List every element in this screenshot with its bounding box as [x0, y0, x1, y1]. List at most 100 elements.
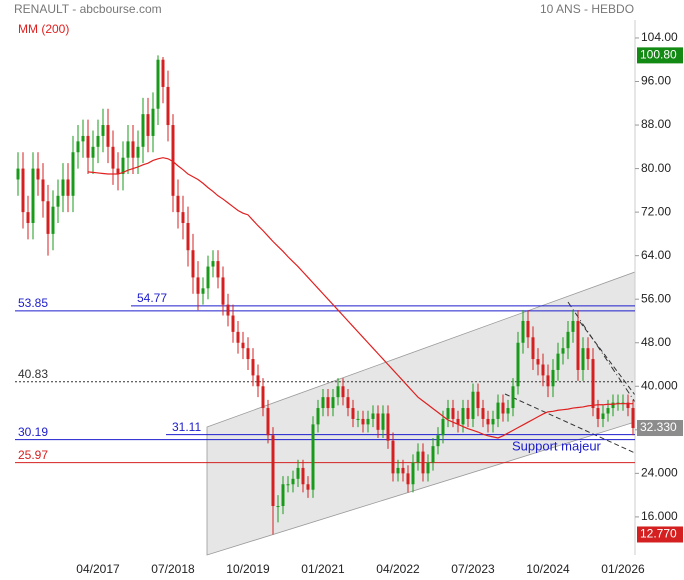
candle-body [126, 141, 130, 158]
candle-body [256, 375, 260, 387]
candle-body [566, 331, 570, 349]
candle-body [456, 418, 460, 425]
candle-body [476, 391, 480, 409]
candle-body [196, 277, 200, 294]
candle-body [296, 467, 300, 479]
candle-body [91, 146, 95, 158]
candle-body [146, 114, 150, 136]
candle-body [246, 348, 250, 360]
price-label: 100.80 [640, 48, 677, 62]
candle-body [556, 353, 560, 370]
candle-body [521, 320, 525, 343]
x-tick-label: 01/2021 [301, 562, 345, 576]
candle-body [226, 304, 230, 316]
candle-body [631, 408, 635, 429]
candle-body [481, 408, 485, 419]
candle-body [221, 277, 225, 305]
candle-body [311, 424, 315, 490]
candle-body [361, 418, 365, 425]
y-tick-label: 64.00 [641, 248, 671, 262]
candle-body [36, 168, 40, 180]
candle-body [41, 179, 45, 202]
candle-body [241, 342, 245, 349]
level-label: 30.19 [18, 425, 48, 439]
candle-body [486, 418, 490, 425]
candle-body [561, 348, 565, 354]
candle-body [266, 408, 270, 436]
candle-body [336, 386, 340, 398]
candle-body [571, 320, 575, 332]
candle-body [371, 413, 375, 419]
candle-body [171, 125, 175, 196]
candle-body [541, 364, 545, 376]
candle-body [491, 418, 495, 425]
candle-body [276, 506, 280, 508]
y-tick-label: 96.00 [641, 74, 671, 88]
y-tick-label: 24.000 [641, 466, 678, 480]
candle-body [451, 408, 455, 419]
candle-body [301, 467, 305, 485]
candle-body [96, 135, 100, 147]
candle-body [426, 462, 430, 474]
candle-body [26, 212, 30, 224]
candle-body [461, 408, 465, 425]
candle-body [551, 369, 555, 387]
candle-body [331, 397, 335, 409]
price-label: 32.330 [640, 420, 677, 434]
candle-body [71, 152, 75, 196]
chart-subtitle: 10 ANS - HEBDO [540, 2, 634, 16]
candle-body [216, 261, 220, 278]
y-tick-label: 48.00 [641, 335, 671, 349]
y-tick-label: 88.00 [641, 117, 671, 131]
y-tick-label: 40.000 [641, 378, 678, 392]
moving-average-line [87, 157, 633, 439]
candle-body [271, 435, 275, 507]
annotation: Support majeur [512, 438, 602, 453]
price-label-box [637, 420, 683, 437]
candle-body [606, 408, 610, 414]
candle-body [351, 408, 355, 419]
candle-body [186, 223, 190, 251]
candle-body [596, 408, 600, 419]
chart-title: RENAULT - abcbourse.com [14, 2, 162, 16]
candle-body [516, 342, 520, 387]
price-label-box [637, 47, 683, 64]
candle-body [446, 408, 450, 419]
level-label: 54.77 [137, 291, 167, 305]
candle-body [386, 413, 390, 441]
candle-body [611, 402, 615, 409]
candle-body [46, 201, 50, 234]
candle-body [626, 402, 630, 409]
candle-body [366, 418, 370, 425]
candle-body [261, 386, 265, 409]
candle-body [81, 135, 85, 142]
y-tick-label: 16.000 [641, 509, 678, 523]
candle-body [421, 451, 425, 474]
candle-body [416, 451, 420, 463]
candle-body [111, 146, 115, 169]
candle-body [181, 212, 185, 224]
candle-body [156, 59, 160, 109]
candle-body [101, 125, 105, 136]
candle-body [286, 484, 290, 486]
candle-body [401, 467, 405, 474]
y-tick-label: 56.00 [641, 291, 671, 305]
candle-body [321, 397, 325, 409]
candle-body [391, 440, 395, 474]
x-tick-label: 07/2018 [151, 562, 195, 576]
candle-body [396, 467, 400, 474]
candle-body [591, 359, 595, 409]
candle-body [201, 288, 205, 294]
candle-body [536, 359, 540, 365]
x-tick-label: 10/2024 [526, 562, 570, 576]
candle-body [436, 435, 440, 447]
candle-body [106, 125, 110, 147]
candle-body [141, 114, 145, 147]
candle-body [411, 462, 415, 485]
candle-body [281, 484, 285, 507]
candle-body [136, 146, 140, 158]
x-tick-label: 04/2017 [76, 562, 120, 576]
candle-body [231, 315, 235, 332]
candle-body [441, 418, 445, 436]
candle-body [61, 179, 65, 196]
